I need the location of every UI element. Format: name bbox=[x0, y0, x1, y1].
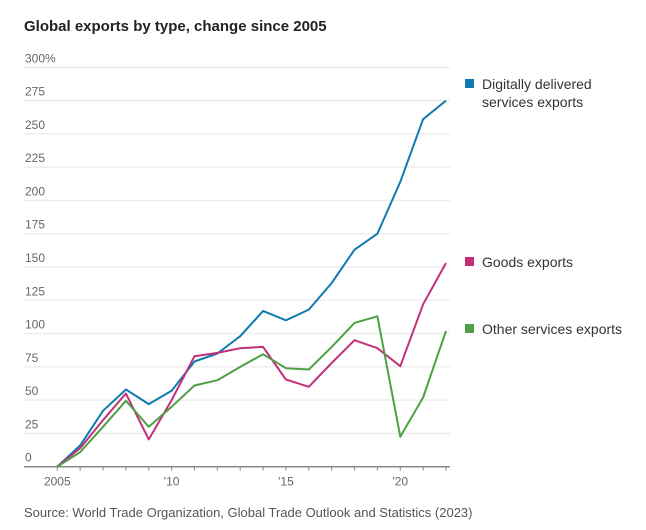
x-tick-label: '20 bbox=[392, 475, 408, 489]
series-line-0 bbox=[56, 99, 447, 468]
legend-swatch bbox=[465, 257, 474, 266]
legend-item: Goods exports bbox=[465, 253, 642, 271]
y-tick-label: 250 bbox=[25, 118, 45, 132]
y-tick-label: 75 bbox=[25, 351, 39, 365]
y-tick-label: 175 bbox=[25, 218, 45, 232]
y-tick-label: 150 bbox=[25, 251, 45, 265]
y-tick-label: 125 bbox=[25, 284, 45, 298]
y-tick-label: 200 bbox=[25, 184, 45, 198]
y-tick-label: 300% bbox=[25, 51, 56, 65]
legend-swatch bbox=[465, 79, 474, 88]
y-tick-label: 0 bbox=[25, 451, 32, 465]
series-line-2 bbox=[56, 315, 447, 468]
x-tick-label: '15 bbox=[278, 475, 294, 489]
y-tick-label: 25 bbox=[25, 417, 39, 431]
y-tick-label: 225 bbox=[25, 151, 45, 165]
series-line-1 bbox=[56, 262, 447, 468]
y-tick-label: 275 bbox=[25, 85, 45, 99]
y-tick-label: 50 bbox=[25, 384, 39, 398]
x-tick-label: '10 bbox=[164, 475, 180, 489]
chart-title: Global exports by type, change since 200… bbox=[24, 18, 327, 35]
legend-label: Goods exports bbox=[482, 254, 574, 270]
y-tick-label: 100 bbox=[25, 318, 45, 332]
legend-label: Digitally delivered services exports bbox=[482, 76, 592, 110]
legend-swatch bbox=[465, 324, 474, 333]
legend-label: Other services exports bbox=[482, 321, 623, 337]
source-note: Source: World Trade Organization, Global… bbox=[24, 505, 473, 520]
legend-item: Digitally delivered services exports bbox=[465, 75, 642, 111]
legend-item: Other services exports bbox=[465, 320, 642, 338]
x-tick-label: 2005 bbox=[44, 475, 71, 489]
